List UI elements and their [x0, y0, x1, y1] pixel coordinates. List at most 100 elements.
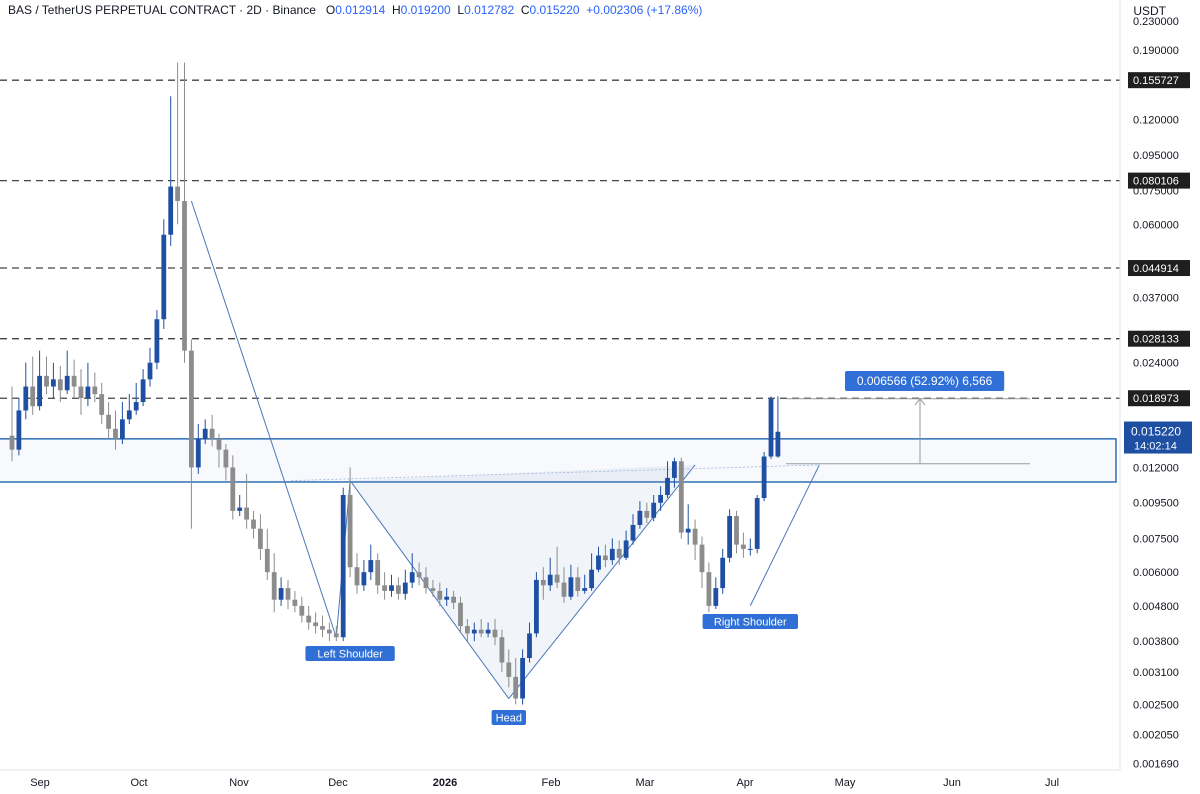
candle-body [416, 572, 422, 578]
time-tick-label[interactable]: Sep [30, 777, 50, 789]
candle-body [285, 588, 291, 600]
time-tick-label[interactable]: Oct [130, 777, 147, 789]
candle-body [465, 626, 470, 634]
price-tick-label[interactable]: 0.024000 [1133, 358, 1179, 370]
candle-body [216, 438, 222, 450]
candle-body [506, 662, 512, 677]
price-tick-label[interactable]: 0.190000 [1133, 45, 1179, 57]
candle-body [271, 572, 277, 600]
candle-body [368, 560, 374, 573]
change-value: +0.002306 (+17.86%) [586, 3, 703, 17]
candle-body [644, 510, 650, 518]
price-tick-label[interactable]: 0.006000 [1133, 567, 1179, 579]
candle-body [658, 494, 663, 503]
candle-body [382, 585, 387, 591]
measure-arrow-head [914, 398, 926, 406]
price-tick-label[interactable]: 0.012000 [1133, 462, 1179, 474]
pattern-label-bg [305, 646, 395, 661]
candle-body [37, 375, 42, 407]
resistance-price-tag: 0.044914 [1133, 263, 1179, 275]
measure-label-bg [845, 371, 1005, 391]
time-tick-label[interactable]: Mar [636, 777, 655, 789]
low-value: 0.012782 [464, 3, 515, 17]
price-tick-label[interactable]: 0.001690 [1133, 759, 1179, 771]
candle-body [603, 555, 608, 561]
candle-body [534, 579, 539, 634]
neckline [291, 464, 820, 481]
candle-body [85, 386, 91, 399]
high-label: H [391, 3, 401, 17]
candle-body [120, 419, 125, 439]
price-tick-label[interactable]: 0.002050 [1133, 729, 1179, 741]
candle-body [423, 577, 429, 589]
candle-body [237, 507, 243, 511]
open-value: 0.012914 [335, 3, 386, 17]
price-tick-label[interactable]: 0.003100 [1133, 667, 1179, 679]
candle-body [44, 375, 49, 387]
price-tick-label[interactable]: 0.002500 [1133, 699, 1179, 711]
candle-body [692, 528, 698, 545]
price-axis-panel [1120, 0, 1200, 770]
candle-body [30, 386, 36, 407]
candle-body [306, 615, 312, 623]
candle-body [402, 582, 408, 594]
price-tick-label[interactable]: 0.095000 [1133, 150, 1179, 162]
candle-body [251, 519, 256, 529]
candle-body [499, 637, 505, 663]
candle-body [92, 386, 98, 395]
resistance-price-tag: 0.028133 [1133, 334, 1179, 346]
price-tick-label[interactable]: 0.003800 [1133, 636, 1179, 648]
price-tags: 0.155727 0.080106 0.044914 0.028133 0.018973… [1124, 72, 1192, 454]
time-tick-label[interactable]: Jul [1045, 777, 1059, 789]
right-shoulder-trendline [749, 464, 820, 607]
candle-body [195, 438, 201, 468]
time-tick-label[interactable]: Apr [736, 777, 753, 789]
candle-body [244, 507, 249, 520]
candle-body [113, 428, 118, 439]
current-price-tag: 0.015220 [1131, 425, 1181, 439]
pattern-label: Left Shoulder [317, 649, 383, 661]
time-tick-label[interactable]: 2026 [433, 777, 457, 789]
time-tick-label[interactable]: Jun [943, 777, 961, 789]
candle-body [471, 629, 477, 634]
candle-body [230, 467, 236, 511]
candle-body [292, 599, 298, 606]
time-tick-label[interactable]: Nov [229, 777, 249, 789]
time-tick-label[interactable]: Dec [328, 777, 348, 789]
price-axis[interactable]: 0.2300000.1900000.1200000.0950000.075000… [1133, 16, 1179, 770]
time-axis[interactable]: Sep Oct Nov Dec 2026 Feb Mar Apr May Jun Jul [30, 777, 1059, 789]
symbol-header: BAS / TetherUS PERPETUAL CONTRACT · 2D ·… [8, 3, 702, 17]
open-label: O [325, 3, 336, 17]
candle-body [299, 605, 305, 616]
candle-body [596, 555, 601, 570]
price-tick-label[interactable]: 0.004800 [1133, 601, 1179, 613]
candle-body [699, 544, 705, 573]
price-tick-label[interactable]: 0.007500 [1133, 533, 1179, 545]
candle-body [189, 350, 194, 468]
price-tick-label[interactable]: 0.230000 [1133, 16, 1179, 28]
time-tick-label[interactable]: May [835, 777, 856, 789]
resistance-price-tag-bg [1128, 260, 1190, 277]
candle-body [361, 572, 367, 586]
candle-body [444, 596, 450, 600]
candle-body [589, 569, 594, 589]
time-tick-label[interactable]: Feb [542, 777, 561, 789]
candle-body [430, 588, 436, 591]
candle-body [727, 516, 732, 558]
price-tick-label[interactable]: 0.009500 [1133, 498, 1179, 510]
close-label: C [520, 3, 530, 17]
candle-body [582, 588, 588, 591]
price-tick-label[interactable]: 0.060000 [1133, 219, 1179, 231]
price-tick-label[interactable]: 0.037000 [1133, 292, 1179, 304]
candle-body [64, 375, 70, 391]
close-value: 0.015220 [529, 3, 580, 17]
resistance-lines [0, 79, 1120, 399]
resistance-price-tag: 0.155727 [1133, 75, 1179, 87]
pattern-label: Head [496, 713, 522, 725]
axis-unit-label[interactable]: USDT [1133, 4, 1166, 18]
measure-tool: 0.006566 (52.92%) 6,566 [785, 371, 1030, 465]
candle-body [327, 629, 332, 634]
price-tick-label[interactable]: 0.120000 [1133, 115, 1179, 127]
candle-body [223, 449, 229, 468]
